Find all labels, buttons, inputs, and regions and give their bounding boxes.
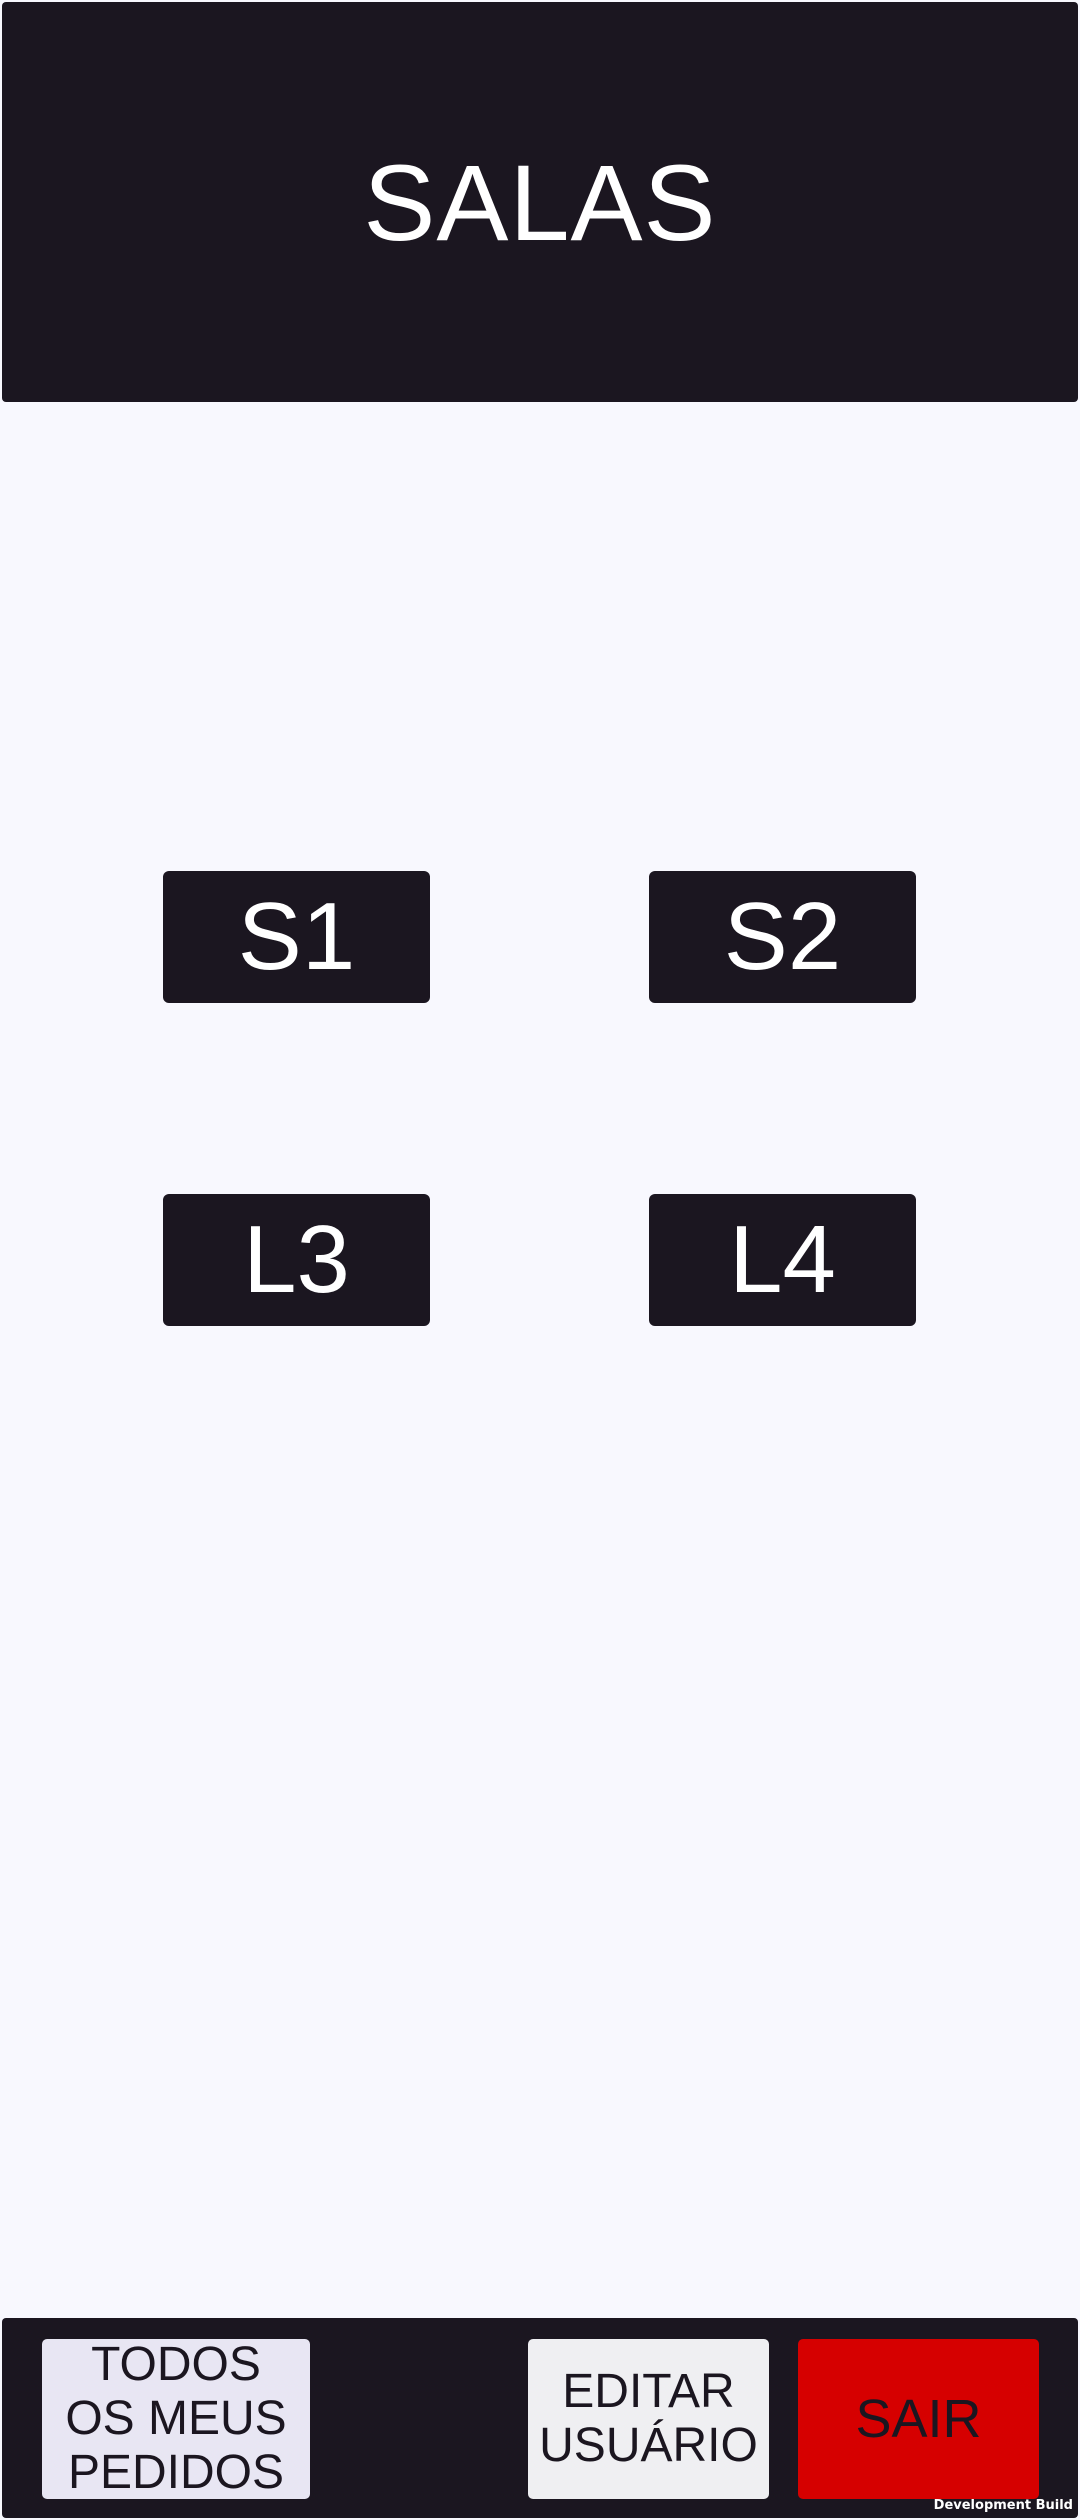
all-my-orders-button[interactable]: TODOS OS MEUS PEDIDOS xyxy=(42,2338,310,2499)
room-button-l4[interactable]: L4 xyxy=(649,1194,916,1326)
bottom-bar: TODOS OS MEUS PEDIDOS EDITAR USUÁRIO SAI… xyxy=(2,2318,1078,2518)
room-button-l3[interactable]: L3 xyxy=(163,1194,430,1326)
page-title: SALAS xyxy=(363,141,717,263)
edit-user-button[interactable]: EDITAR USUÁRIO xyxy=(528,2339,769,2499)
room-button-s1[interactable]: S1 xyxy=(163,871,430,1003)
development-build-label: Development Build xyxy=(933,2498,1073,2513)
exit-button[interactable]: SAIR xyxy=(798,2339,1039,2499)
page-header: SALAS xyxy=(2,2,1078,402)
room-button-s2[interactable]: S2 xyxy=(649,871,916,1003)
